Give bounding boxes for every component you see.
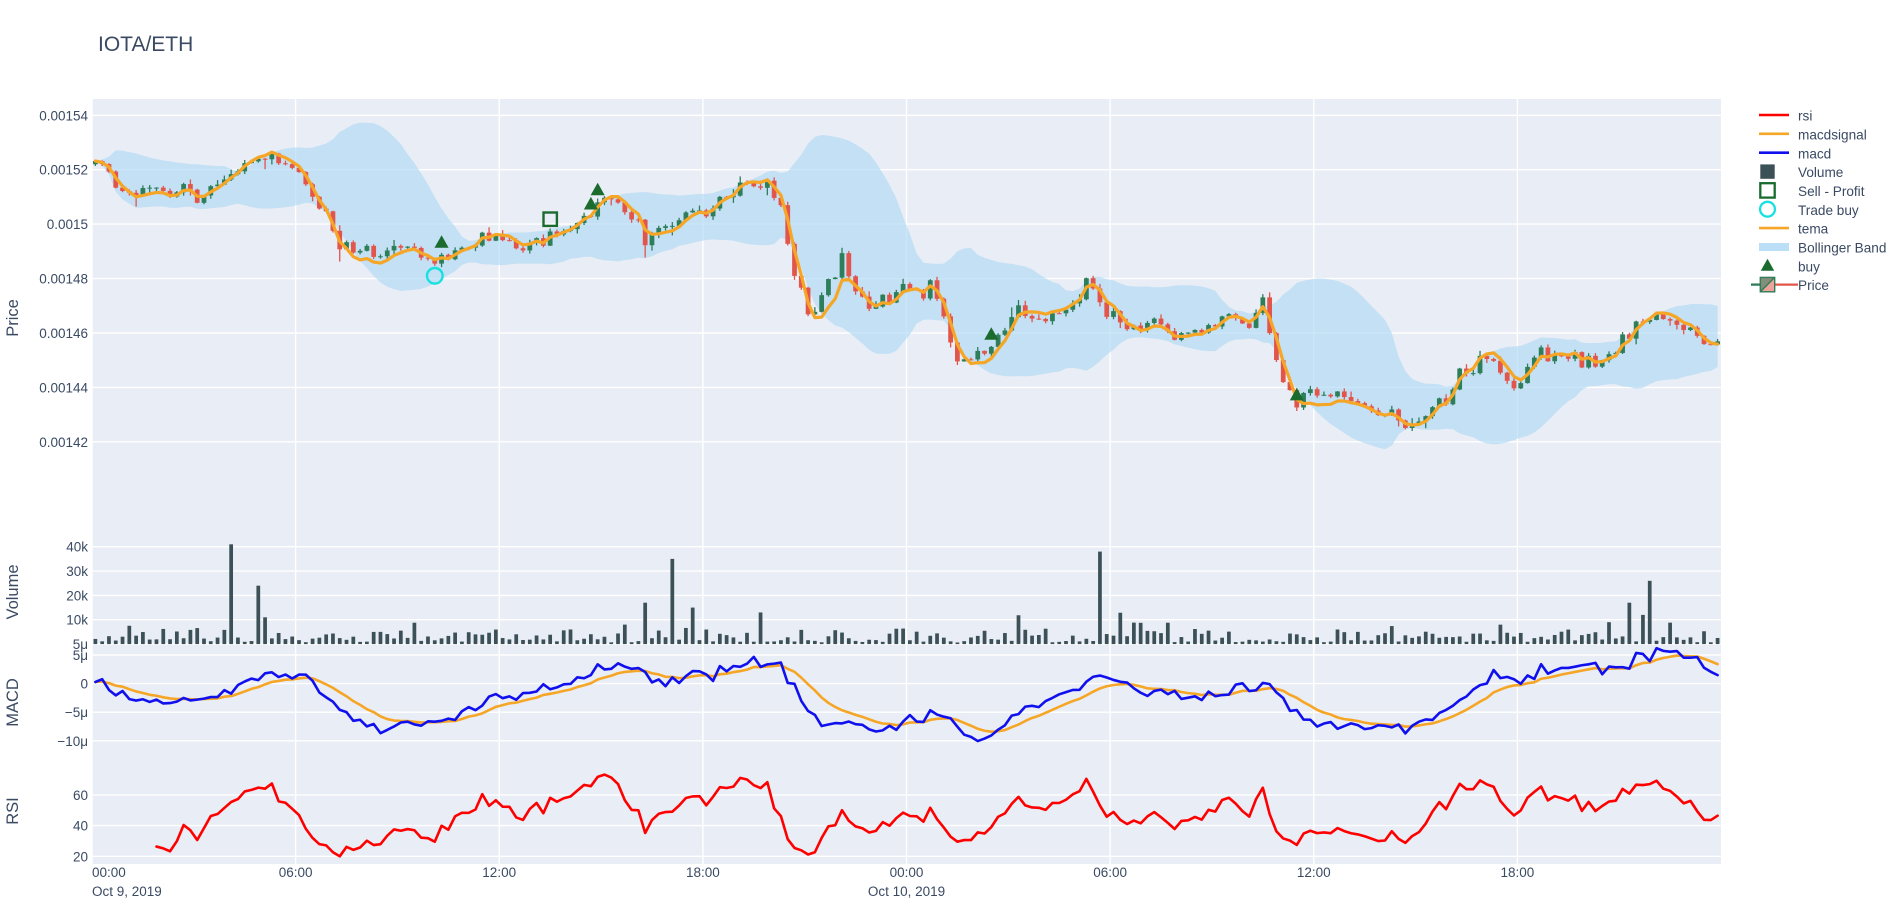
svg-text:0.00154: 0.00154 [39,108,88,123]
svg-text:00:00: 00:00 [92,865,126,880]
svg-text:40: 40 [73,819,88,834]
svg-text:MACD: MACD [4,678,22,727]
svg-text:00:00: 00:00 [890,865,924,880]
svg-text:Volume: Volume [1798,165,1843,180]
svg-text:0.00148: 0.00148 [39,272,88,287]
svg-text:30k: 30k [66,564,88,579]
svg-text:0.00144: 0.00144 [39,380,88,395]
svg-text:−5μ: −5μ [65,705,88,720]
svg-text:rsi: rsi [1798,109,1812,124]
svg-text:Oct 9, 2019: Oct 9, 2019 [92,884,162,899]
svg-text:macdsignal: macdsignal [1798,127,1867,142]
svg-text:06:00: 06:00 [279,865,313,880]
svg-text:0.00146: 0.00146 [39,326,88,341]
svg-text:18:00: 18:00 [1501,865,1535,880]
svg-text:Price: Price [1798,278,1829,293]
svg-text:40k: 40k [66,540,88,555]
svg-text:Price: Price [4,299,22,337]
svg-text:Trade buy: Trade buy [1798,203,1859,218]
svg-text:10k: 10k [66,613,88,628]
svg-text:Oct 10, 2019: Oct 10, 2019 [868,884,945,899]
svg-text:buy: buy [1798,259,1820,274]
svg-text:60: 60 [73,788,88,803]
svg-text:0.00152: 0.00152 [39,163,88,178]
svg-text:macd: macd [1798,146,1831,161]
svg-text:20: 20 [73,849,88,864]
svg-text:−10μ: −10μ [57,734,88,749]
svg-text:0: 0 [80,677,88,692]
svg-text:06:00: 06:00 [1093,865,1127,880]
svg-text:0.0015: 0.0015 [47,217,88,232]
svg-text:Bollinger Band: Bollinger Band [1798,241,1886,256]
svg-text:12:00: 12:00 [482,865,516,880]
svg-text:Volume: Volume [4,564,22,619]
svg-text:12:00: 12:00 [1297,865,1331,880]
svg-text:RSI: RSI [4,797,22,825]
svg-text:Sell - Profit: Sell - Profit [1798,184,1865,199]
svg-text:tema: tema [1798,222,1829,237]
svg-text:18:00: 18:00 [686,865,720,880]
svg-text:20k: 20k [66,588,88,603]
svg-text:5μ: 5μ [73,648,88,663]
svg-text:0.00142: 0.00142 [39,435,88,450]
